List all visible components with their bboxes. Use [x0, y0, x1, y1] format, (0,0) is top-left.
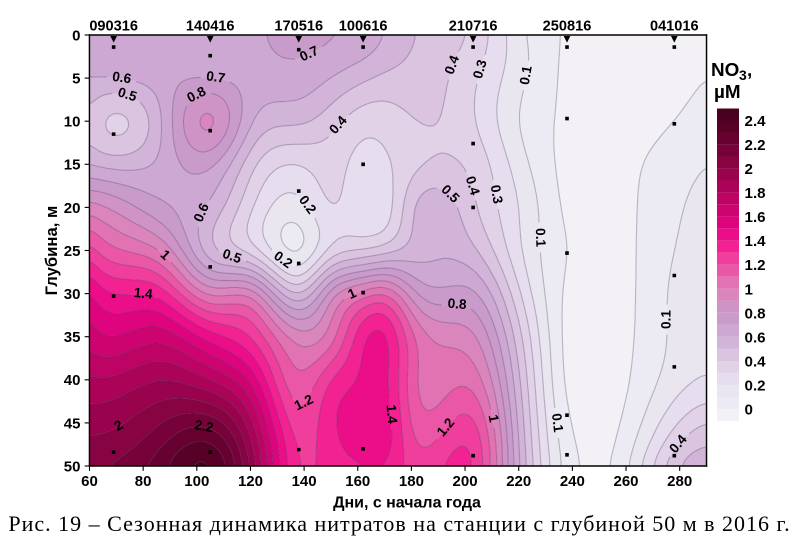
svg-text:0: 0 — [745, 401, 753, 418]
svg-text:0.6: 0.6 — [111, 69, 132, 87]
svg-text:0.5: 0.5 — [221, 246, 244, 266]
svg-text:280: 280 — [667, 473, 692, 490]
svg-text:1.6: 1.6 — [745, 209, 766, 226]
svg-text:0.6: 0.6 — [191, 201, 213, 225]
svg-text:30: 30 — [64, 286, 81, 303]
svg-text:041016: 041016 — [650, 19, 699, 35]
svg-text:0.1: 0.1 — [549, 412, 566, 433]
svg-text:0.1: 0.1 — [659, 310, 674, 329]
svg-text:0.4: 0.4 — [463, 174, 483, 197]
svg-text:120: 120 — [238, 473, 263, 490]
svg-text:1: 1 — [486, 413, 502, 424]
svg-text:180: 180 — [399, 473, 424, 490]
svg-text:1.4: 1.4 — [745, 233, 767, 250]
svg-text:Дни, с начала года: Дни, с начала года — [333, 495, 481, 512]
svg-text:0.4: 0.4 — [745, 353, 767, 370]
svg-text:0.7: 0.7 — [297, 43, 320, 65]
svg-text:0.1: 0.1 — [517, 64, 535, 86]
svg-text:60: 60 — [81, 473, 98, 490]
svg-text:100: 100 — [184, 473, 209, 490]
svg-text:1.4: 1.4 — [384, 404, 401, 425]
svg-text:25: 25 — [64, 243, 81, 260]
svg-text:20: 20 — [64, 200, 81, 217]
svg-text:220: 220 — [506, 473, 531, 490]
svg-text:250816: 250816 — [543, 19, 592, 35]
svg-text:µM: µM — [714, 82, 741, 103]
svg-text:50: 50 — [64, 458, 81, 475]
svg-text:240: 240 — [560, 473, 585, 490]
svg-text:1: 1 — [745, 281, 753, 298]
svg-text:2: 2 — [745, 161, 753, 178]
svg-text:10: 10 — [64, 114, 81, 131]
svg-text:0.7: 0.7 — [205, 68, 226, 86]
svg-text:0.2: 0.2 — [745, 377, 766, 394]
svg-text:140416: 140416 — [186, 19, 235, 35]
svg-text:170516: 170516 — [274, 19, 323, 35]
svg-text:80: 80 — [135, 473, 152, 490]
svg-text:0.8: 0.8 — [447, 296, 467, 312]
svg-text:210716: 210716 — [449, 19, 498, 35]
svg-text:Глубина, м: Глубина, м — [42, 206, 61, 296]
svg-text:1.8: 1.8 — [745, 185, 766, 202]
svg-text:090316: 090316 — [89, 19, 138, 35]
svg-text:35: 35 — [64, 329, 81, 346]
svg-text:100616: 100616 — [339, 19, 388, 35]
svg-text:260: 260 — [614, 473, 639, 490]
svg-text:0.4: 0.4 — [442, 53, 463, 76]
svg-text:5: 5 — [72, 71, 80, 88]
svg-text:0.8: 0.8 — [745, 305, 766, 322]
svg-text:0.6: 0.6 — [745, 329, 766, 346]
svg-text:0.3: 0.3 — [470, 58, 490, 81]
svg-text:0.3: 0.3 — [488, 184, 506, 206]
svg-text:2.2: 2.2 — [193, 417, 215, 435]
svg-text:160: 160 — [345, 473, 370, 490]
svg-text:0.1: 0.1 — [533, 228, 549, 248]
svg-text:2.2: 2.2 — [745, 137, 766, 154]
svg-text:1.4: 1.4 — [133, 285, 154, 302]
svg-text:NO: NO — [711, 60, 739, 81]
svg-text:0: 0 — [72, 27, 80, 44]
svg-text:2.4: 2.4 — [745, 113, 767, 130]
svg-text:15: 15 — [64, 157, 81, 174]
svg-text:,: , — [747, 60, 752, 81]
svg-text:40: 40 — [64, 372, 81, 389]
svg-text:140: 140 — [292, 473, 317, 490]
svg-text:0.5: 0.5 — [116, 84, 139, 104]
svg-text:1.2: 1.2 — [745, 257, 766, 274]
svg-text:45: 45 — [64, 415, 81, 432]
svg-text:200: 200 — [453, 473, 478, 490]
svg-text:3: 3 — [739, 67, 747, 83]
